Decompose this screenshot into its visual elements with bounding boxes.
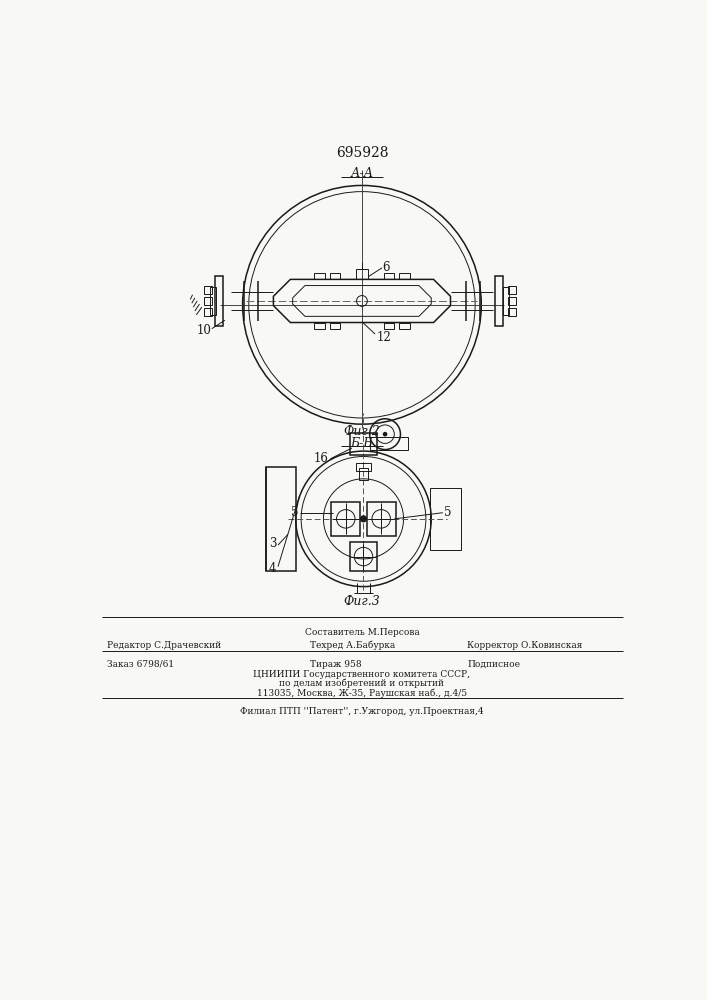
Bar — [356, 463, 371, 471]
Text: Б-Б: Б-Б — [351, 437, 373, 450]
Text: 5: 5 — [291, 506, 298, 519]
Text: 10: 10 — [196, 324, 211, 337]
Bar — [508, 308, 516, 316]
Text: 5: 5 — [444, 506, 452, 519]
Text: Составитель М.Персова: Составитель М.Персова — [305, 628, 419, 637]
Text: Фиг.3: Фиг.3 — [344, 595, 380, 608]
Text: Фиг.2: Фиг.2 — [344, 425, 380, 438]
Bar — [314, 273, 325, 279]
Text: А-А: А-А — [351, 167, 373, 180]
Bar — [366, 502, 396, 536]
Bar — [508, 297, 516, 305]
Text: Корректор О.Ковинская: Корректор О.Ковинская — [467, 641, 583, 650]
Circle shape — [382, 432, 387, 436]
Text: по делам изобретений и открытий: по делам изобретений и открытий — [279, 679, 445, 688]
Text: 3: 3 — [269, 537, 276, 550]
Bar — [329, 323, 340, 329]
Bar — [508, 286, 516, 294]
Bar — [383, 273, 395, 279]
Bar — [356, 269, 368, 279]
Text: Тираж 958: Тираж 958 — [310, 660, 361, 669]
Bar — [329, 273, 340, 279]
Bar — [267, 466, 296, 571]
Text: 695928: 695928 — [336, 146, 388, 160]
Bar — [215, 276, 223, 326]
Text: Филиал ПТП ''Патент'', г.Ужгород, ул.Проектная,4: Филиал ПТП ''Патент'', г.Ужгород, ул.Про… — [240, 707, 484, 716]
Bar — [204, 308, 212, 316]
Bar — [503, 287, 509, 315]
Bar — [350, 542, 378, 571]
Bar — [383, 323, 395, 329]
Bar — [430, 488, 460, 550]
Text: 12: 12 — [377, 331, 392, 344]
Bar — [314, 323, 325, 329]
Text: 6: 6 — [382, 261, 390, 274]
Bar — [495, 276, 503, 326]
Bar — [399, 323, 409, 329]
Text: 4: 4 — [269, 562, 276, 575]
Text: Заказ 6798/61: Заказ 6798/61 — [107, 660, 174, 669]
Bar — [350, 433, 378, 455]
Bar — [210, 287, 216, 315]
Text: ЦНИИПИ Государственного комитета СССР,: ЦНИИПИ Государственного комитета СССР, — [253, 670, 470, 679]
Bar — [204, 297, 212, 305]
Bar — [204, 286, 212, 294]
Bar — [331, 502, 361, 536]
Bar — [399, 273, 409, 279]
Text: Техред А.Бабурка: Техред А.Бабурка — [310, 640, 395, 650]
Text: Редактор С.Драчевский: Редактор С.Драчевский — [107, 641, 221, 650]
Bar — [359, 468, 368, 480]
Text: 113035, Москва, Ж-35, Раушская наб., д.4/5: 113035, Москва, Ж-35, Раушская наб., д.4… — [257, 688, 467, 698]
Text: Подписное: Подписное — [467, 660, 520, 669]
Circle shape — [361, 516, 366, 522]
Text: 16: 16 — [314, 452, 329, 465]
Bar — [370, 437, 408, 450]
